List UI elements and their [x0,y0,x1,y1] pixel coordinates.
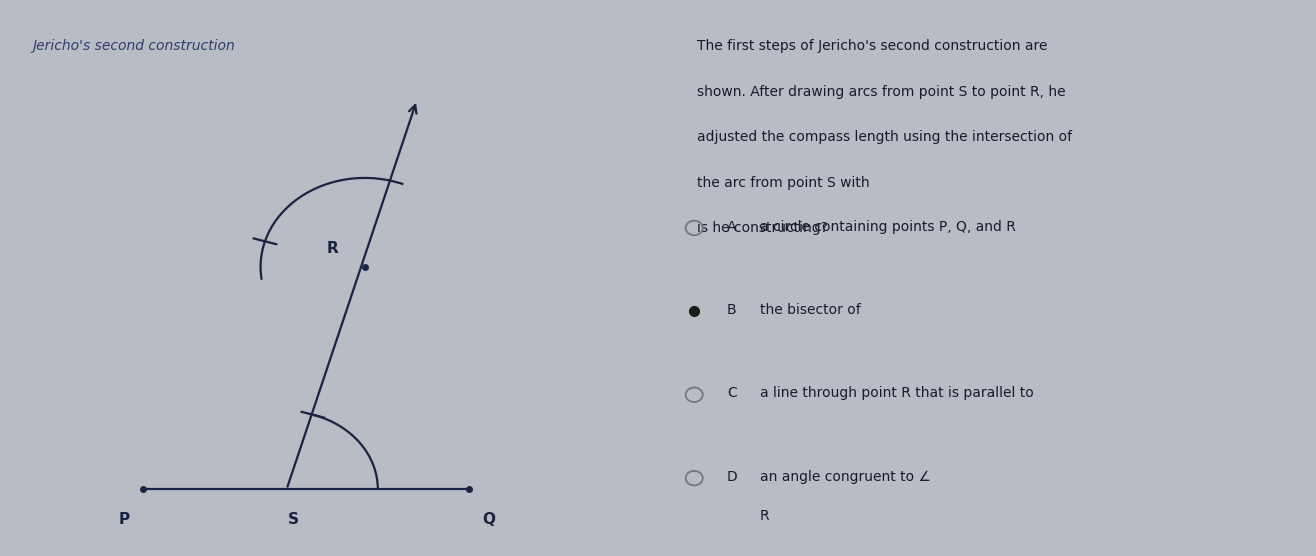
Text: is he constructing?: is he constructing? [697,221,828,235]
Text: a circle containing points P, Q, and R: a circle containing points P, Q, and R [761,220,1016,234]
Text: The first steps of Jericho's second construction are: The first steps of Jericho's second cons… [697,39,1048,53]
Text: C: C [726,386,737,400]
Text: R: R [326,241,338,256]
Text: adjusted the compass length using the intersection of: adjusted the compass length using the in… [697,130,1073,144]
Text: B: B [726,303,737,317]
Text: an angle congruent to ∠: an angle congruent to ∠ [761,470,936,484]
Text: P: P [118,512,129,527]
Text: S: S [288,512,299,527]
Text: R: R [761,509,770,523]
Text: the arc from point S with: the arc from point S with [697,176,874,190]
Text: D: D [726,470,738,484]
Text: A: A [726,220,737,234]
Text: a line through point R that is parallel to: a line through point R that is parallel … [761,386,1038,400]
Text: the bisector of: the bisector of [761,303,865,317]
Text: Jericho's second construction: Jericho's second construction [33,39,236,53]
Text: shown. After drawing arcs from point S to point R, he: shown. After drawing arcs from point S t… [697,85,1066,98]
Text: Q: Q [482,512,495,527]
